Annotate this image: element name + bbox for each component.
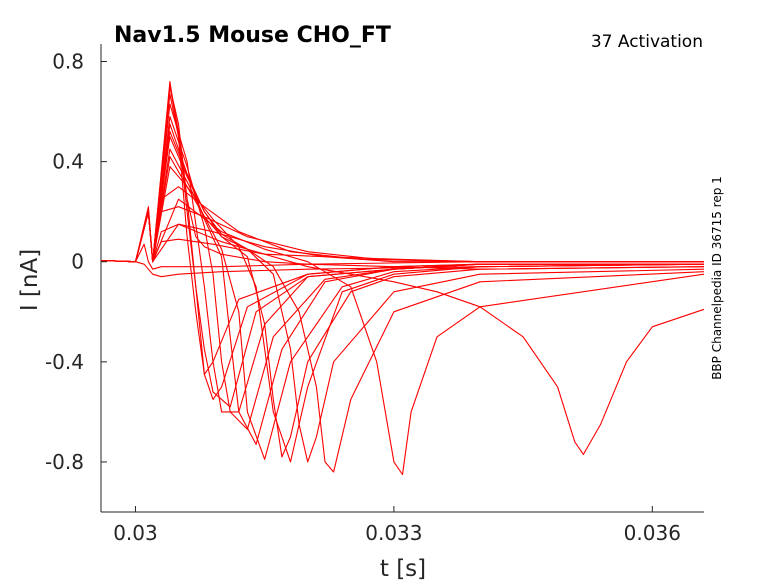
x-tick-label: 0.036 <box>624 521 681 545</box>
trace-group <box>100 80 705 476</box>
y-tick-label: -0.4 <box>45 350 84 374</box>
current-trace-20 <box>100 211 705 455</box>
current-trace-16 <box>100 123 705 473</box>
y-axis-label: I [nA] <box>17 249 43 311</box>
x-axis-label: t [s] <box>380 556 426 582</box>
current-trace-9 <box>100 131 704 445</box>
chart-title: Nav1.5 Mouse CHO_FT <box>114 23 391 48</box>
y-tick-label: 0 <box>71 250 84 274</box>
current-trace-17 <box>100 136 705 463</box>
current-trace-7 <box>100 166 705 463</box>
current-trace-2 <box>100 243 704 270</box>
current-trace-1 <box>100 259 705 278</box>
plot-area: 0.03 0.033 0.036 0.8 0.4 0 -0.4 -0.8 <box>45 44 705 545</box>
current-trace-11 <box>100 103 704 413</box>
y-tick-group: 0.8 0.4 0 -0.4 -0.8 <box>45 50 107 474</box>
current-trace-4 <box>100 206 704 263</box>
y-tick-label: -0.8 <box>45 450 84 474</box>
channelpedia-id-note: BBP Channelpedia ID 36715 rep 1 <box>710 176 724 380</box>
y-tick-label: 0.8 <box>52 50 84 74</box>
x-tick-label: 0.033 <box>365 521 422 545</box>
current-trace-14 <box>100 80 704 375</box>
x-tick-label: 0.03 <box>113 521 158 545</box>
x-tick-group: 0.03 0.033 0.036 <box>113 506 681 545</box>
chart-subtitle: 37 Activation <box>591 32 703 52</box>
y-tick-label: 0.4 <box>52 150 84 174</box>
current-trace-18 <box>100 156 705 458</box>
